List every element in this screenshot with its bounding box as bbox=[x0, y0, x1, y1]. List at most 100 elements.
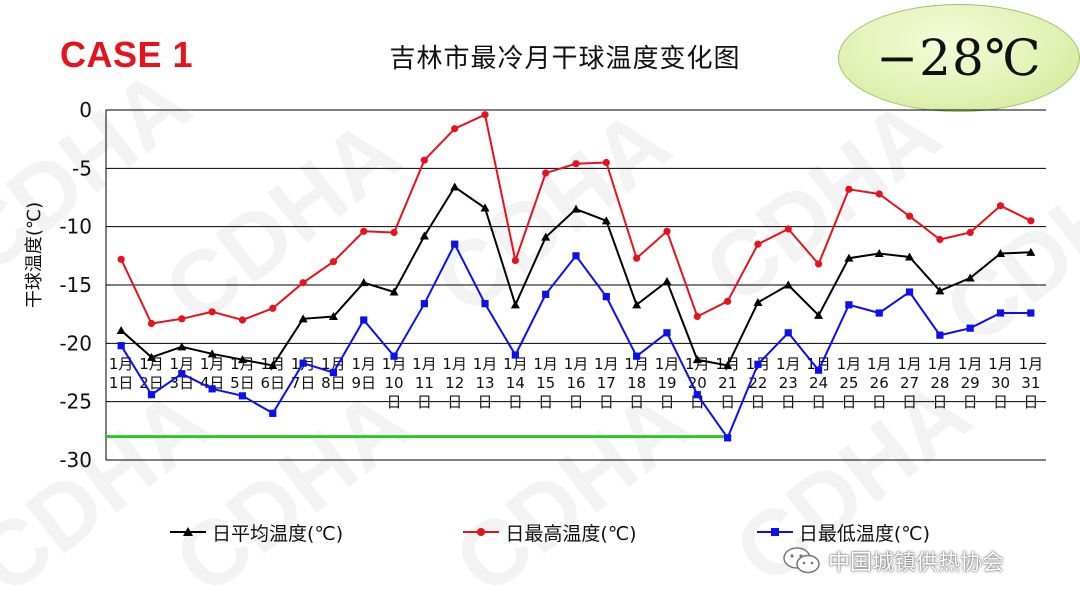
x-tick-label: 1月 4日 bbox=[200, 355, 225, 392]
x-tick-label: 1月22日 bbox=[746, 355, 771, 411]
data-point-avg bbox=[844, 253, 854, 262]
data-point-max bbox=[602, 158, 610, 167]
data-point-min bbox=[178, 370, 186, 378]
legend-item-min: 日最低温度(℃) bbox=[756, 518, 930, 546]
data-point-min bbox=[299, 359, 307, 367]
x-tick-label: 1月 13 日 bbox=[473, 355, 498, 411]
data-point-min bbox=[451, 240, 459, 248]
data-point-min bbox=[602, 293, 610, 301]
data-point-max bbox=[754, 240, 762, 248]
data-point-avg bbox=[905, 252, 915, 261]
x-tick-label: 1月 26 日 bbox=[867, 355, 892, 411]
data-point-avg bbox=[632, 300, 642, 309]
circle-marker-icon bbox=[463, 528, 500, 536]
data-point-avg bbox=[268, 361, 278, 369]
data-point-max bbox=[905, 212, 914, 220]
data-point-avg bbox=[783, 280, 793, 289]
data-point-min bbox=[633, 352, 641, 360]
case-label: CASE 1 bbox=[60, 34, 194, 75]
series-line-avg bbox=[120, 185, 1031, 367]
data-point-min bbox=[845, 301, 853, 309]
square-marker-icon bbox=[756, 528, 793, 536]
data-point-max bbox=[178, 315, 186, 323]
data-point-max bbox=[481, 111, 489, 119]
x-tick-label: 1月 28 日 bbox=[928, 355, 953, 411]
data-point-max bbox=[784, 225, 792, 233]
data-point-avg bbox=[996, 249, 1006, 257]
data-point-min bbox=[1027, 309, 1035, 317]
data-point-max bbox=[238, 316, 247, 324]
data-point-min bbox=[905, 288, 914, 296]
data-point-max bbox=[936, 235, 944, 244]
data-point-max bbox=[420, 156, 428, 164]
data-point-avg bbox=[207, 349, 217, 358]
data-point-min bbox=[724, 434, 732, 442]
x-tick-label: 1月 8日 bbox=[321, 355, 346, 392]
data-point-min bbox=[360, 316, 368, 324]
data-point-avg bbox=[116, 326, 126, 334]
data-point-avg bbox=[753, 298, 763, 306]
x-tick-label: 1月 25 日 bbox=[837, 355, 862, 411]
data-point-avg bbox=[298, 314, 308, 323]
x-tick-label: 1月 24 日 bbox=[806, 355, 831, 411]
x-tick-label: 1月 19 日 bbox=[655, 355, 680, 411]
y-tick-label: -25 bbox=[59, 390, 92, 414]
data-point-avg bbox=[177, 342, 187, 351]
data-point-avg bbox=[965, 273, 975, 282]
data-point-max bbox=[572, 160, 580, 168]
x-tick-label: 1月 16 日 bbox=[564, 355, 589, 411]
data-point-max bbox=[1027, 217, 1035, 225]
data-point-max bbox=[814, 260, 823, 268]
data-point-max bbox=[208, 308, 216, 316]
data-point-min bbox=[996, 309, 1005, 317]
x-tick-label: 1月 29 日 bbox=[958, 355, 983, 411]
data-point-min bbox=[693, 391, 701, 399]
data-point-max bbox=[996, 202, 1005, 210]
org-mark: 中国城镇供热协会 bbox=[782, 545, 1004, 577]
y-tick-label: -20 bbox=[59, 331, 92, 355]
data-point-avg bbox=[601, 216, 611, 225]
x-tick-label: 1月 20 日 bbox=[685, 355, 710, 411]
triangle-marker-icon bbox=[170, 527, 206, 536]
y-axis-label: 干球温度(℃) bbox=[24, 202, 45, 308]
data-point-min bbox=[390, 352, 398, 360]
data-point-min bbox=[875, 309, 883, 317]
x-tick-label: 1月 23 日 bbox=[776, 355, 801, 411]
y-tick-label: -5 bbox=[72, 156, 92, 180]
data-point-avg bbox=[874, 249, 884, 257]
data-point-min bbox=[663, 329, 671, 337]
y-tick-label: -30 bbox=[59, 448, 92, 472]
data-point-max bbox=[966, 228, 974, 237]
data-point-max bbox=[724, 297, 732, 305]
x-tick-label: 1月 30 日 bbox=[988, 355, 1013, 411]
data-point-avg bbox=[510, 300, 520, 309]
data-point-avg bbox=[541, 232, 551, 241]
data-point-avg bbox=[662, 277, 672, 285]
data-point-min bbox=[420, 300, 428, 308]
data-point-min bbox=[481, 300, 489, 308]
data-point-min bbox=[814, 366, 823, 374]
data-point-max bbox=[633, 254, 641, 262]
data-point-avg bbox=[692, 355, 702, 364]
legend-label-avg: 日平均温度(℃) bbox=[212, 522, 344, 545]
data-point-max bbox=[875, 190, 883, 198]
x-tick-label: 1月 2日 bbox=[139, 355, 164, 392]
x-tick-label: 1月 12 日 bbox=[442, 355, 467, 411]
x-tick-label: 1月 31 日 bbox=[1019, 355, 1044, 411]
data-point-min bbox=[936, 331, 944, 339]
data-point-max bbox=[451, 125, 459, 133]
data-point-avg bbox=[1026, 247, 1036, 256]
data-point-min bbox=[117, 342, 125, 350]
data-point-max bbox=[511, 256, 519, 265]
x-tick-label: 1月 11 日 bbox=[412, 355, 437, 411]
data-point-avg bbox=[571, 204, 581, 213]
y-tick-label: 0 bbox=[79, 98, 92, 122]
x-tick-label: 1月6日 bbox=[261, 355, 286, 392]
data-point-avg bbox=[935, 286, 945, 295]
data-point-max bbox=[845, 185, 853, 193]
data-point-min bbox=[208, 385, 216, 393]
x-tick-label: 1月 14 日 bbox=[503, 355, 528, 411]
data-point-min bbox=[572, 252, 580, 260]
legend: 日平均温度(℃) 日最高温度(℃) 日最低温度(℃) bbox=[170, 518, 930, 546]
